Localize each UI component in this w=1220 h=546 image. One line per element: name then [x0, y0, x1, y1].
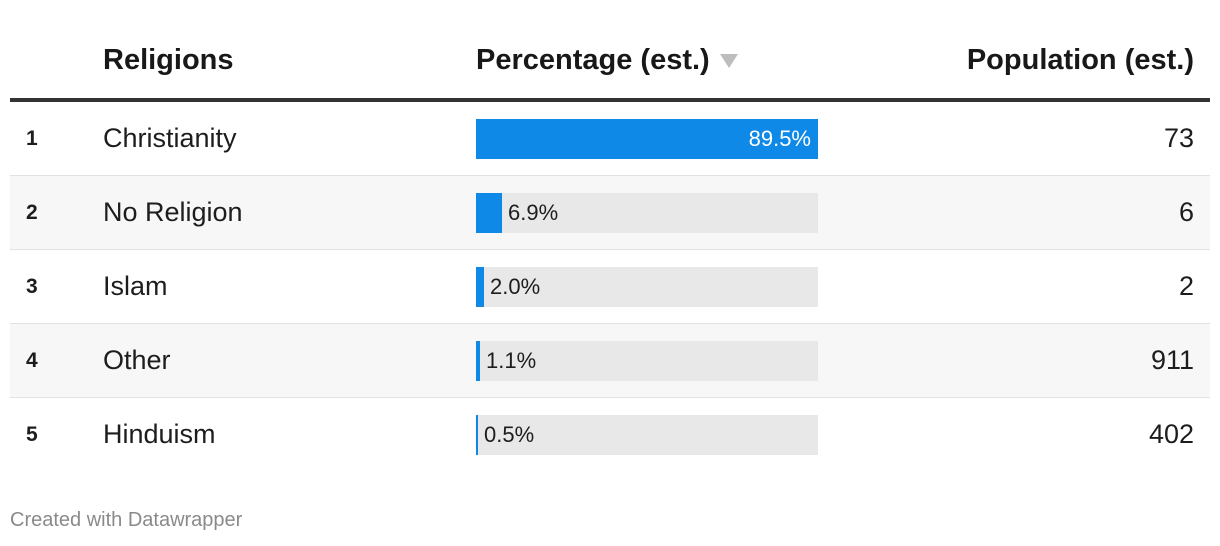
religion-label: Islam: [103, 271, 168, 301]
row-rank: 4: [26, 349, 38, 372]
column-header-population[interactable]: Population (est.): [966, 44, 1194, 76]
column-header-percentage-label: Percentage (est.): [476, 44, 710, 76]
row-rank: 1: [26, 127, 38, 150]
table-header: Religions Percentage (est.) Population (…: [10, 0, 1210, 102]
percentage-bar-track: 1.1%: [476, 341, 818, 381]
population-value: 911: [1150, 345, 1194, 375]
percentage-bar-track: 89.5%: [476, 119, 818, 159]
row-rank: 5: [26, 423, 38, 446]
sort-descending-icon[interactable]: [719, 54, 738, 68]
row-rank: 3: [26, 275, 38, 298]
religion-label: No Religion: [103, 197, 243, 227]
percentage-value-label: 0.5%: [484, 422, 535, 447]
population-value: 73: [1163, 123, 1194, 153]
table-body: 1 Christianity 89.5% 73 2 No Religion 6.9% 6 3 Is…: [10, 102, 1210, 471]
table-row: 2 No Religion 6.9% 6: [10, 176, 1210, 250]
percentage-value-label: 1.1%: [486, 348, 537, 373]
religion-label: Other: [103, 345, 171, 375]
population-value: 402: [1148, 419, 1194, 449]
religion-label: Christianity: [103, 123, 237, 153]
table-row: 3 Islam 2.0% 2: [10, 250, 1210, 324]
column-header-percentage[interactable]: Percentage (est.): [476, 44, 738, 77]
percentage-value-label: 89.5%: [748, 126, 811, 151]
table-row: 5 Hinduism 0.5% 402: [10, 398, 1210, 471]
percentage-bar: [476, 193, 502, 233]
population-value: 2: [1178, 271, 1194, 301]
percentage-bar-track: 0.5%: [476, 415, 818, 455]
percentage-bar: [476, 341, 480, 381]
population-value: 6: [1178, 197, 1194, 227]
column-header-religions[interactable]: Religions: [103, 44, 234, 76]
percentage-value-label: 6.9%: [508, 200, 559, 225]
percentage-bar: [476, 415, 478, 455]
data-table: Religions Percentage (est.) Population (…: [10, 0, 1210, 471]
percentage-bar-track: 2.0%: [476, 267, 818, 307]
percentage-bar: [476, 267, 484, 307]
footer-credit[interactable]: Created with Datawrapper: [10, 509, 243, 531]
table-row: 1 Christianity 89.5% 73: [10, 102, 1210, 176]
percentage-bar-track: 6.9%: [476, 193, 818, 233]
row-rank: 2: [26, 201, 38, 224]
percentage-bar: [476, 119, 818, 159]
religion-label: Hinduism: [103, 419, 216, 449]
table-row: 4 Other 1.1% 911: [10, 324, 1210, 398]
percentage-value-label: 2.0%: [490, 274, 541, 299]
